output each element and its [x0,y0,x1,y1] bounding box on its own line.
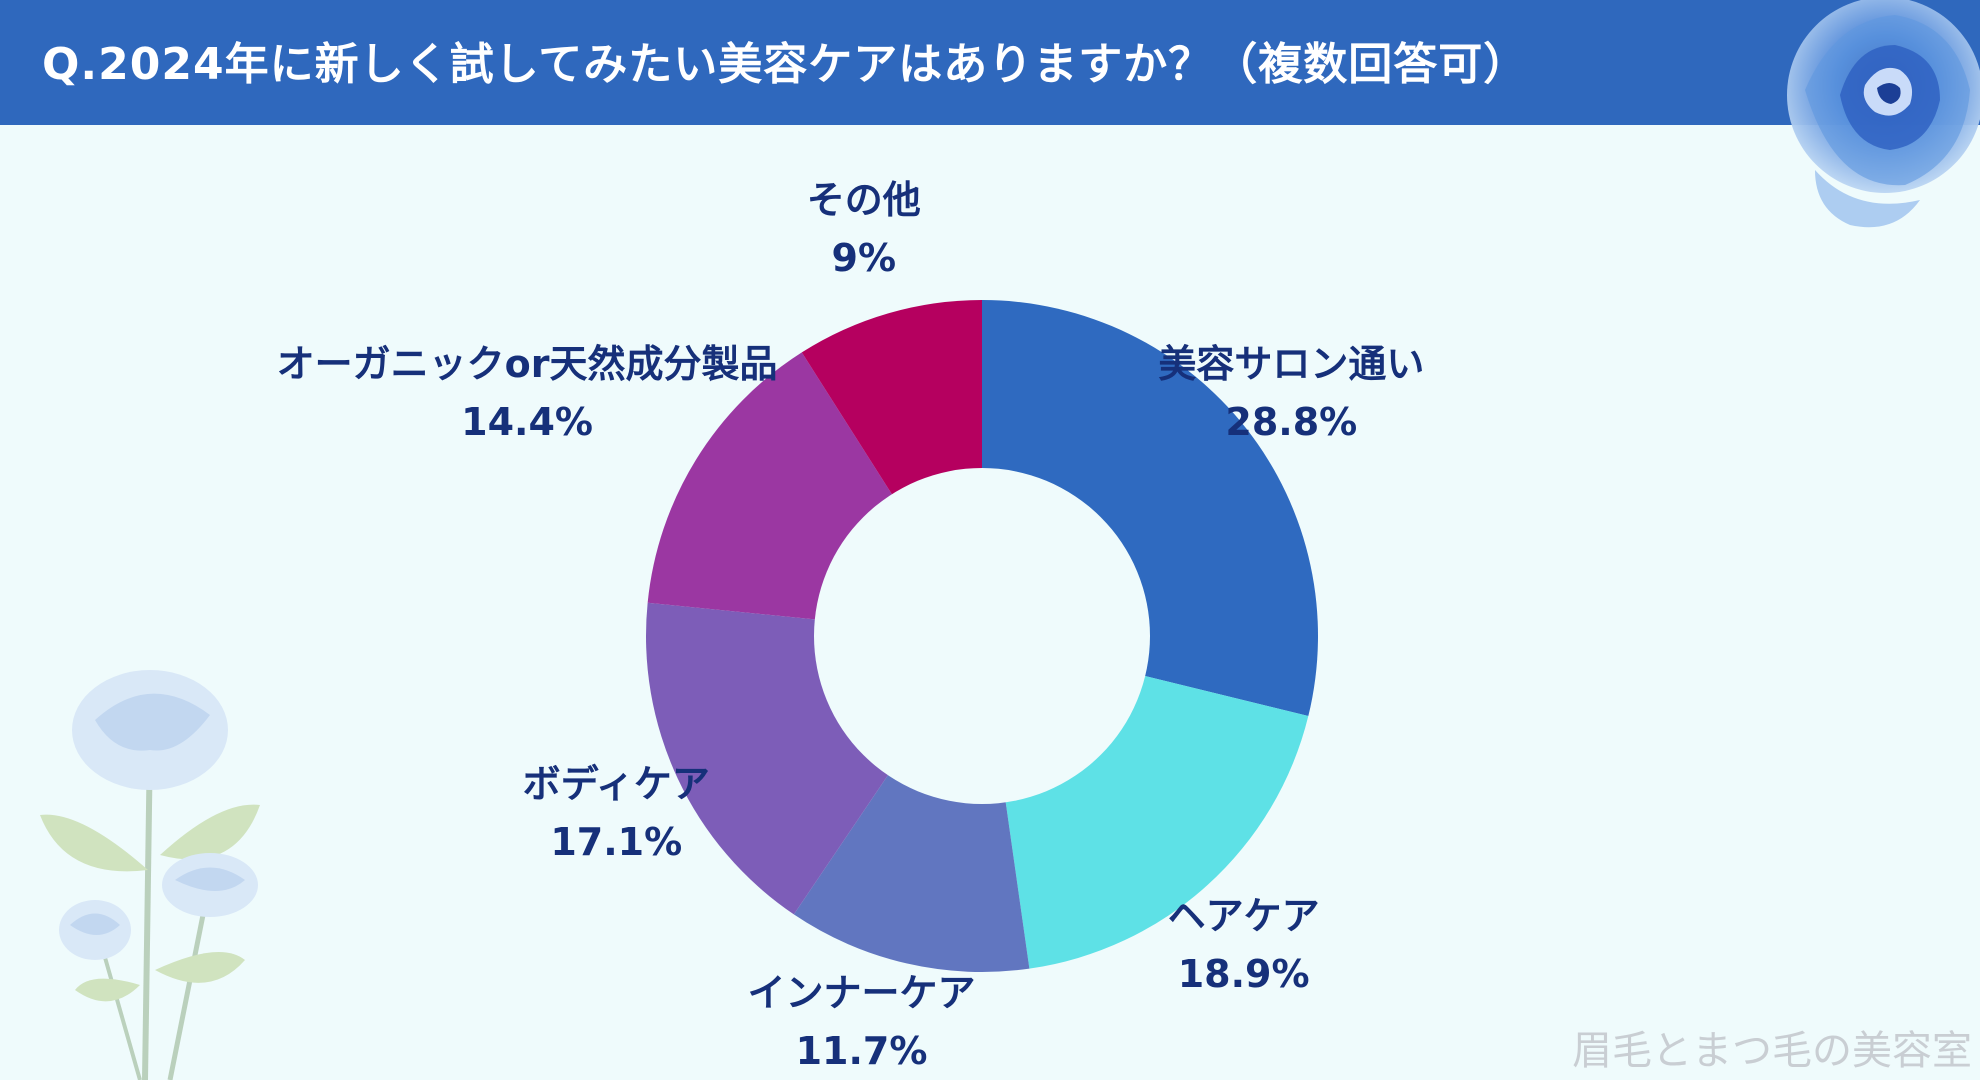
slice-label: オーガニックor天然成分製品 14.4% [277,335,778,451]
page-title: Q.2024年に新しく試してみたい美容ケアはありますか？（複数回答可） [42,39,1529,90]
slice-category-label: ヘアケア [1167,893,1320,938]
slice-value-label: 14.4% [461,399,593,444]
slice-label: インナーケア 11.7% [747,964,975,1080]
slice-category-label: ボディケア [522,761,710,806]
slice-category-label: オーガニックor天然成分製品 [276,341,778,386]
slice-value-label: 18.9% [1177,951,1310,996]
slice-label: ヘアケア 18.9% [1168,887,1320,1003]
watermark: 眉毛とまつ毛の美容室 [1572,1028,1972,1074]
slice-value-label: 17.1% [550,819,683,864]
slice-value-label: 9% [831,236,897,281]
slice-category-label: その他 [806,178,921,223]
title-bar: Q.2024年に新しく試してみたい美容ケアはありますか？（複数回答可） [0,0,1980,125]
slice-category-label: 美容サロン通い [1158,342,1425,387]
slice-label: ボディケア 17.1% [523,755,710,871]
slice-value-label: 11.7% [795,1029,928,1073]
slice-value-label: 28.8% [1225,400,1358,445]
rose-decoration-icon [1787,0,1980,228]
rose-bouquet-icon [40,670,260,1080]
slice-label: その他 9% [807,171,921,287]
slice-label: 美容サロン通い 28.8% [1158,335,1424,451]
donut-hole [814,468,1150,804]
slice-category-label: インナーケア [747,971,976,1015]
